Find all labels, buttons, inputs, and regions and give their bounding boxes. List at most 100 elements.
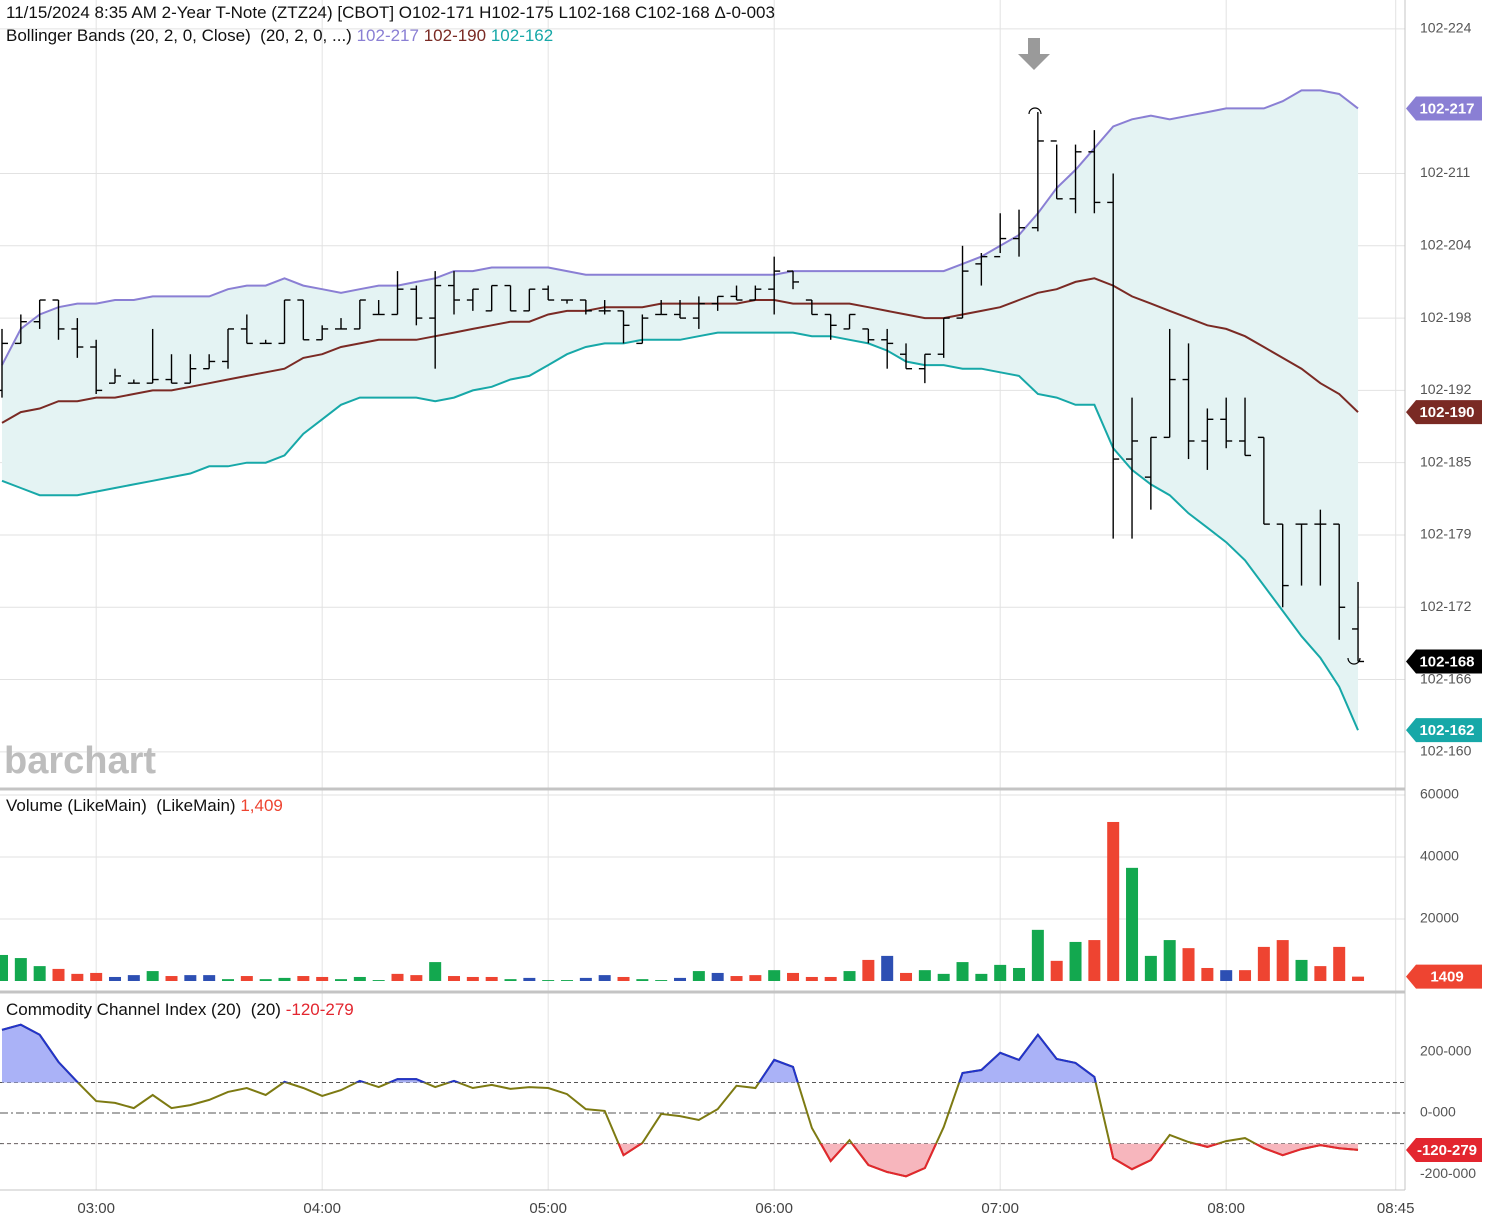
volume-bar bbox=[316, 976, 329, 981]
badge-label: 1409 bbox=[1430, 969, 1463, 986]
y-tick-label: 102-179 bbox=[1420, 526, 1472, 542]
badge-label: 102-162 bbox=[1419, 722, 1474, 739]
volume-bar bbox=[504, 979, 517, 981]
volume-bar bbox=[448, 976, 461, 981]
y-tick-label: 102-211 bbox=[1420, 164, 1471, 180]
value-badge bbox=[1406, 1137, 1482, 1162]
badge-label: 102-190 bbox=[1419, 404, 1474, 421]
volume-bar bbox=[1239, 970, 1252, 981]
volume-bar bbox=[523, 977, 536, 981]
x-tick-label: 08:00 bbox=[1207, 1200, 1245, 1217]
indicator-title: Bollinger Bands (20, 2, 0, Close) (20, 2… bbox=[6, 26, 352, 45]
legend-value: 102-162 bbox=[490, 26, 554, 45]
volume-bar bbox=[900, 972, 913, 981]
volume-bar bbox=[1295, 959, 1308, 981]
volume-bar bbox=[372, 980, 385, 981]
volume-bar bbox=[240, 976, 253, 981]
volume-bar bbox=[1352, 976, 1365, 981]
volume-bar bbox=[410, 975, 423, 981]
volume-bar bbox=[1144, 955, 1157, 981]
volume-bar bbox=[353, 976, 366, 981]
volume-bar bbox=[146, 971, 159, 981]
volume-bar bbox=[768, 970, 781, 981]
volume-bar bbox=[824, 976, 837, 981]
volume-bar bbox=[1163, 940, 1176, 981]
indicator-title: Volume (LikeMain) (LikeMain) bbox=[6, 796, 236, 815]
cci-line bbox=[617, 1143, 1359, 1178]
volume-bar bbox=[881, 955, 894, 981]
y-tick-label: 102-160 bbox=[1420, 743, 1472, 759]
x-tick-label: 07:00 bbox=[981, 1200, 1019, 1217]
volume-bar bbox=[1220, 970, 1233, 981]
volume-bar bbox=[1088, 940, 1101, 981]
volume-bar bbox=[1069, 941, 1082, 981]
x-tick-label: 04:00 bbox=[303, 1200, 341, 1217]
value-badge bbox=[1406, 649, 1482, 674]
volume-bar bbox=[636, 979, 649, 981]
volume-bar bbox=[711, 972, 724, 981]
volume-bar bbox=[90, 972, 103, 981]
volume-bar bbox=[692, 971, 705, 981]
volume-bar bbox=[109, 976, 122, 981]
volume-bar bbox=[52, 968, 65, 981]
volume-legend: Volume (LikeMain) (LikeMain) 1,409 bbox=[6, 796, 283, 816]
volume-bar bbox=[165, 976, 178, 981]
volume-bar bbox=[975, 973, 988, 981]
value-badge bbox=[1406, 718, 1482, 743]
y-tick-label: 200-000 bbox=[1420, 1043, 1472, 1059]
volume-bar bbox=[1257, 946, 1270, 981]
volume-bar bbox=[14, 958, 27, 981]
volume-bar bbox=[1201, 967, 1214, 981]
volume-bar bbox=[33, 966, 46, 981]
y-tick-label: 102-198 bbox=[1420, 309, 1472, 325]
volume-bar bbox=[429, 962, 442, 981]
y-tick-label: 102-204 bbox=[1420, 237, 1472, 253]
volume-bar bbox=[598, 975, 611, 981]
volume-bar bbox=[1050, 960, 1063, 981]
volume-bar bbox=[259, 979, 272, 981]
volume-bar bbox=[127, 975, 140, 981]
band-line bbox=[1, 89, 1359, 366]
badge-label: 102-168 bbox=[1419, 653, 1474, 670]
volume-bar bbox=[937, 973, 950, 981]
high-marker bbox=[1028, 107, 1042, 115]
volume-bar bbox=[203, 975, 216, 981]
badge-label: -120-279 bbox=[1417, 1142, 1477, 1159]
quote-line: 11/15/2024 8:35 AM 2-Year T-Note (ZTZ24)… bbox=[6, 3, 775, 23]
volume-bar bbox=[1314, 966, 1327, 981]
volume-bar bbox=[787, 972, 800, 981]
volume-bar bbox=[655, 980, 668, 981]
y-tick-label: 102-224 bbox=[1420, 20, 1472, 36]
value-badge bbox=[1406, 964, 1482, 989]
volume-bar bbox=[222, 979, 235, 981]
volume-bar bbox=[335, 979, 348, 981]
y-tick-label: 20000 bbox=[1420, 910, 1459, 926]
x-tick-label: 08:45 bbox=[1377, 1200, 1415, 1217]
volume-bar bbox=[1276, 940, 1289, 981]
x-tick-label: 06:00 bbox=[755, 1200, 793, 1217]
volume-bar bbox=[730, 976, 743, 981]
volume-bar bbox=[994, 964, 1007, 981]
volume-bar bbox=[391, 973, 404, 981]
volume-bar bbox=[843, 971, 856, 981]
volume-bar bbox=[542, 980, 555, 981]
badge-label: 102-217 bbox=[1419, 100, 1474, 117]
legend-value: -120-279 bbox=[285, 1000, 354, 1019]
y-tick-label: 102-192 bbox=[1420, 381, 1472, 397]
volume-bar bbox=[71, 973, 84, 981]
volume-bar bbox=[466, 976, 479, 981]
volume-bar bbox=[0, 954, 8, 981]
volume-bar bbox=[1107, 821, 1120, 981]
low-marker bbox=[1347, 657, 1361, 665]
volume-bar bbox=[749, 975, 762, 981]
chart-title: 11/15/2024 8:35 AM 2-Year T-Note (ZTZ24)… bbox=[6, 3, 775, 22]
value-badge bbox=[1406, 400, 1482, 425]
y-tick-label: 102-172 bbox=[1420, 598, 1472, 614]
legend-value: 1,409 bbox=[240, 796, 283, 815]
bands-legend: Bollinger Bands (20, 2, 0, Close) (20, 2… bbox=[6, 26, 553, 46]
volume-bar bbox=[561, 980, 574, 981]
y-tick-label: -200-000 bbox=[1420, 1165, 1476, 1181]
volume-bar bbox=[297, 976, 310, 981]
